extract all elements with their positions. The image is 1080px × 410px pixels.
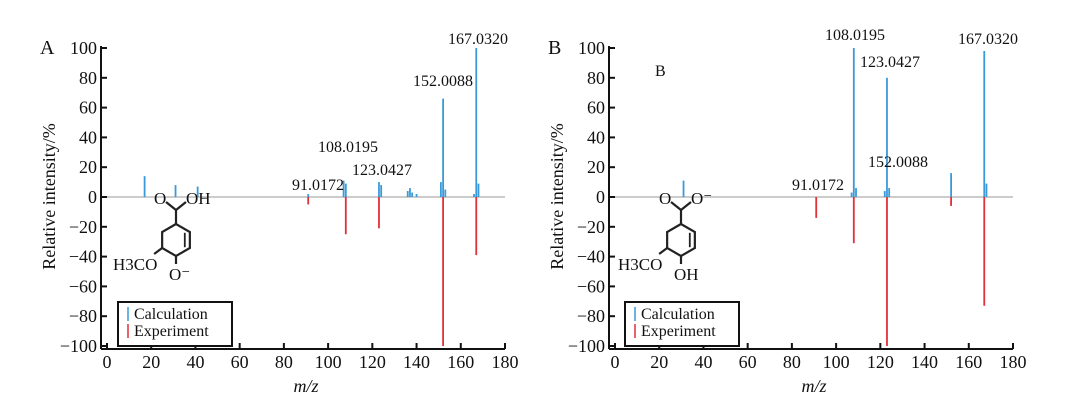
peak-label: 167.0320	[958, 31, 1018, 48]
x-tick-label: 100	[315, 352, 342, 372]
x-tick-label: 160	[447, 352, 474, 372]
y-tick-label: 40	[79, 127, 97, 147]
x-tick-label: 20	[650, 352, 668, 372]
x-tick-label: 80	[783, 352, 801, 372]
atom-label: O⁻	[169, 265, 190, 284]
atom-label: O⁻	[691, 189, 712, 208]
x-axis-label: m/z	[293, 376, 318, 396]
x-tick-label: 60	[231, 352, 249, 372]
panel-label: A	[40, 37, 55, 59]
y-tick-label: −100	[60, 336, 97, 356]
x-tick-label: 120	[359, 352, 386, 372]
x-tick-label: 40	[186, 352, 204, 372]
legend-entry: Experiment	[641, 323, 716, 340]
peak-label: 123.0427	[860, 54, 920, 71]
peak-label: 152.0088	[413, 73, 473, 90]
y-tick-label: 60	[587, 98, 605, 118]
y-tick-label: −100	[568, 336, 605, 356]
atom-label: O	[659, 189, 671, 208]
legend-entry: Experiment	[134, 323, 209, 340]
atom-label: H3CO	[113, 255, 157, 274]
y-tick-label: 60	[79, 98, 97, 118]
molecule-structure: O OH O⁻ H3CO	[113, 189, 211, 284]
y-tick-label: 100	[70, 38, 97, 58]
molecule-structure: O O⁻ OH H3CO	[618, 189, 712, 284]
atom-label: O	[154, 189, 166, 208]
y-tick-label: −20	[69, 217, 97, 237]
legend-entry: Calculation	[134, 306, 208, 323]
x-tick-label: 80	[275, 352, 293, 372]
y-tick-label: 80	[587, 68, 605, 88]
y-tick-label: 100	[578, 38, 605, 58]
x-tick-label: 180	[1000, 352, 1027, 372]
x-tick-label: 140	[911, 352, 938, 372]
legend-box	[117, 301, 233, 347]
atom-label: OH	[186, 189, 211, 208]
y-tick-label: −60	[69, 276, 97, 296]
x-tick-label: 180	[492, 352, 519, 372]
peak-label: 108.0195	[318, 139, 378, 156]
x-tick-label: 20	[142, 352, 160, 372]
x-tick-label: 120	[867, 352, 894, 372]
y-tick-label: −60	[577, 276, 605, 296]
peak-label: 91.0172	[792, 177, 844, 194]
y-tick-label: −80	[577, 306, 605, 326]
y-axis-label: Relative intensity/%	[39, 123, 59, 269]
y-tick-label: 80	[79, 68, 97, 88]
x-tick-label: 0	[103, 352, 112, 372]
y-axis-label: Relative intensity/%	[547, 123, 567, 269]
legend-entry: Calculation	[641, 306, 715, 323]
y-tick-label: −80	[69, 306, 97, 326]
x-tick-label: 60	[739, 352, 757, 372]
panel-B: B B Relative intensity/% m/z 100 80 60 40 20 0 −20…	[547, 27, 1027, 396]
atom-label: H3CO	[618, 255, 662, 274]
legend-box	[624, 301, 740, 347]
x-tick-label: 40	[694, 352, 712, 372]
y-tick-label: −40	[577, 247, 605, 267]
y-tick-label: 40	[587, 127, 605, 147]
panel-label: B	[548, 37, 561, 59]
peak-label: 91.0172	[292, 177, 344, 194]
y-tick-label: 0	[88, 187, 97, 207]
x-tick-label: 160	[955, 352, 982, 372]
panel-A: A Relative intensity/% m/z 100 80 60 40 20 0 −20 −…	[39, 31, 519, 396]
x-tick-label: 0	[611, 352, 620, 372]
peak-label: 152.0088	[868, 154, 928, 171]
y-tick-label: 20	[587, 157, 605, 177]
inner-panel-label: B	[655, 63, 666, 80]
y-tick-label: −40	[69, 247, 97, 267]
peak-label: 123.0427	[352, 162, 412, 179]
x-tick-label: 140	[403, 352, 430, 372]
peak-label: 167.0320	[448, 31, 508, 48]
atom-label: OH	[674, 265, 699, 284]
x-tick-label: 100	[823, 352, 850, 372]
y-tick-label: −20	[577, 217, 605, 237]
peak-label: 108.0195	[825, 27, 885, 44]
y-tick-label: 20	[79, 157, 97, 177]
x-axis-label: m/z	[801, 376, 826, 396]
y-tick-label: 0	[596, 187, 605, 207]
